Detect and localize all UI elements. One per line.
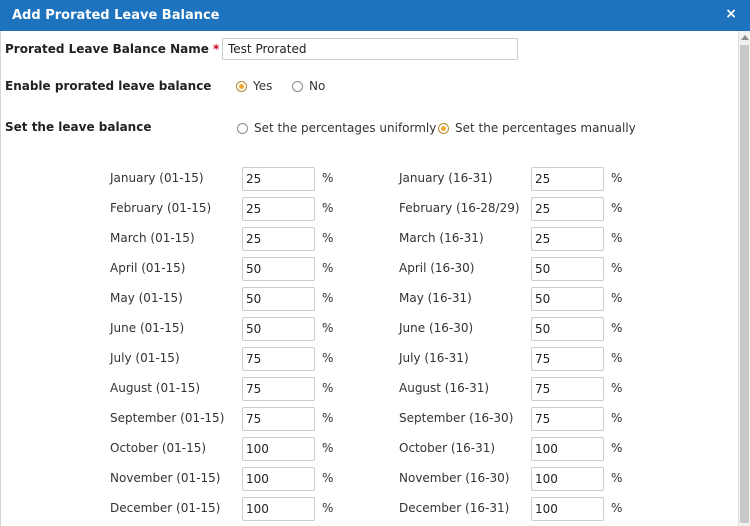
percent-input-second-half[interactable] bbox=[531, 227, 604, 251]
percent-input-first-half[interactable] bbox=[242, 167, 315, 191]
uniform-radio[interactable]: Set the percentages uniformly bbox=[237, 121, 436, 135]
scroll-up-icon[interactable] bbox=[741, 35, 749, 40]
percent-input-first-half[interactable] bbox=[242, 407, 315, 431]
manual-radio[interactable]: Set the percentages manually bbox=[438, 121, 636, 135]
percent-input-second-half[interactable] bbox=[531, 287, 604, 311]
radio-unselected-icon bbox=[237, 122, 248, 134]
period-label-second-half: October (16-31) bbox=[399, 441, 496, 455]
period-label-first-half: April (01-15) bbox=[110, 261, 186, 275]
percent-sign: % bbox=[322, 291, 334, 305]
percent-input-first-half[interactable] bbox=[242, 287, 315, 311]
period-label-first-half: February (01-15) bbox=[110, 201, 212, 215]
required-marker: * bbox=[213, 42, 220, 56]
percent-sign: % bbox=[322, 261, 334, 275]
percent-sign: % bbox=[611, 231, 623, 245]
percent-sign: % bbox=[611, 471, 623, 485]
period-label-second-half: November (16-30) bbox=[399, 471, 510, 485]
enable-yes-label: Yes bbox=[253, 79, 273, 93]
period-label-first-half: July (01-15) bbox=[110, 351, 180, 365]
percent-input-second-half[interactable] bbox=[531, 317, 604, 341]
period-label-first-half: November (01-15) bbox=[110, 471, 221, 485]
period-label-first-half: May (01-15) bbox=[110, 291, 183, 305]
period-label-second-half: August (16-31) bbox=[399, 381, 490, 395]
percent-input-second-half[interactable] bbox=[531, 467, 604, 491]
percent-input-second-half[interactable] bbox=[531, 377, 604, 401]
period-label-second-half: May (16-31) bbox=[399, 291, 472, 305]
percent-input-first-half[interactable] bbox=[242, 437, 315, 461]
percent-sign: % bbox=[611, 291, 623, 305]
name-label: Prorated Leave Balance Name * bbox=[5, 42, 219, 56]
period-label-second-half: September (16-30) bbox=[399, 411, 514, 425]
period-label-first-half: August (01-15) bbox=[110, 381, 201, 395]
percent-sign: % bbox=[322, 321, 334, 335]
percent-input-first-half[interactable] bbox=[242, 347, 315, 371]
percent-sign: % bbox=[611, 351, 623, 365]
percent-sign: % bbox=[322, 231, 334, 245]
period-label-second-half: February (16-28/29) bbox=[399, 201, 520, 215]
percent-sign: % bbox=[322, 471, 334, 485]
percent-sign: % bbox=[322, 351, 334, 365]
period-label-second-half: January (16-31) bbox=[399, 171, 493, 185]
period-label-second-half: June (16-30) bbox=[399, 321, 474, 335]
close-icon[interactable]: × bbox=[725, 6, 737, 22]
percent-input-first-half[interactable] bbox=[242, 377, 315, 401]
percent-sign: % bbox=[611, 381, 623, 395]
percent-sign: % bbox=[322, 501, 334, 515]
percent-sign: % bbox=[611, 501, 623, 515]
vertical-scrollbar[interactable] bbox=[738, 31, 750, 526]
radio-selected-icon bbox=[438, 122, 449, 134]
percent-input-first-half[interactable] bbox=[242, 497, 315, 521]
percent-input-second-half[interactable] bbox=[531, 347, 604, 371]
period-label-second-half: March (16-31) bbox=[399, 231, 484, 245]
radio-selected-icon bbox=[236, 80, 247, 92]
percent-input-second-half[interactable] bbox=[531, 407, 604, 431]
dialog-body: Prorated Leave Balance Name * Enable pro… bbox=[0, 31, 738, 526]
percent-sign: % bbox=[611, 261, 623, 275]
enable-no-radio[interactable]: No bbox=[292, 79, 325, 93]
percent-input-first-half[interactable] bbox=[242, 317, 315, 341]
enable-label: Enable prorated leave balance bbox=[5, 79, 212, 93]
period-label-first-half: September (01-15) bbox=[110, 411, 225, 425]
percent-input-second-half[interactable] bbox=[531, 167, 604, 191]
period-label-first-half: October (01-15) bbox=[110, 441, 207, 455]
name-input[interactable] bbox=[222, 38, 518, 60]
scrollbar-thumb[interactable] bbox=[740, 45, 749, 523]
balance-label: Set the leave balance bbox=[5, 120, 152, 134]
percent-sign: % bbox=[611, 201, 623, 215]
percent-input-first-half[interactable] bbox=[242, 467, 315, 491]
period-label-second-half: July (16-31) bbox=[399, 351, 469, 365]
percent-input-second-half[interactable] bbox=[531, 497, 604, 521]
percent-sign: % bbox=[322, 441, 334, 455]
period-label-first-half: January (01-15) bbox=[110, 171, 204, 185]
percent-sign: % bbox=[322, 411, 334, 425]
percent-sign: % bbox=[611, 171, 623, 185]
percent-sign: % bbox=[322, 201, 334, 215]
percent-sign: % bbox=[611, 441, 623, 455]
period-label-first-half: March (01-15) bbox=[110, 231, 195, 245]
period-label-second-half: December (16-31) bbox=[399, 501, 510, 515]
dialog-titlebar: Add Prorated Leave Balance × bbox=[0, 0, 750, 31]
period-label-first-half: December (01-15) bbox=[110, 501, 221, 515]
radio-unselected-icon bbox=[292, 80, 303, 92]
percent-sign: % bbox=[611, 411, 623, 425]
enable-no-label: No bbox=[309, 79, 326, 93]
percent-input-second-half[interactable] bbox=[531, 437, 604, 461]
percent-sign: % bbox=[611, 321, 623, 335]
percent-input-first-half[interactable] bbox=[242, 257, 315, 281]
manual-label: Set the percentages manually bbox=[455, 121, 636, 135]
enable-yes-radio[interactable]: Yes bbox=[236, 79, 272, 93]
percent-input-first-half[interactable] bbox=[242, 197, 315, 221]
name-label-text: Prorated Leave Balance Name bbox=[5, 42, 209, 56]
uniform-label: Set the percentages uniformly bbox=[254, 121, 437, 135]
percent-input-second-half[interactable] bbox=[531, 197, 604, 221]
percent-input-second-half[interactable] bbox=[531, 257, 604, 281]
dialog-title: Add Prorated Leave Balance bbox=[12, 8, 220, 23]
period-label-first-half: June (01-15) bbox=[110, 321, 185, 335]
percent-input-first-half[interactable] bbox=[242, 227, 315, 251]
percent-sign: % bbox=[322, 381, 334, 395]
period-label-second-half: April (16-30) bbox=[399, 261, 475, 275]
percent-sign: % bbox=[322, 171, 334, 185]
